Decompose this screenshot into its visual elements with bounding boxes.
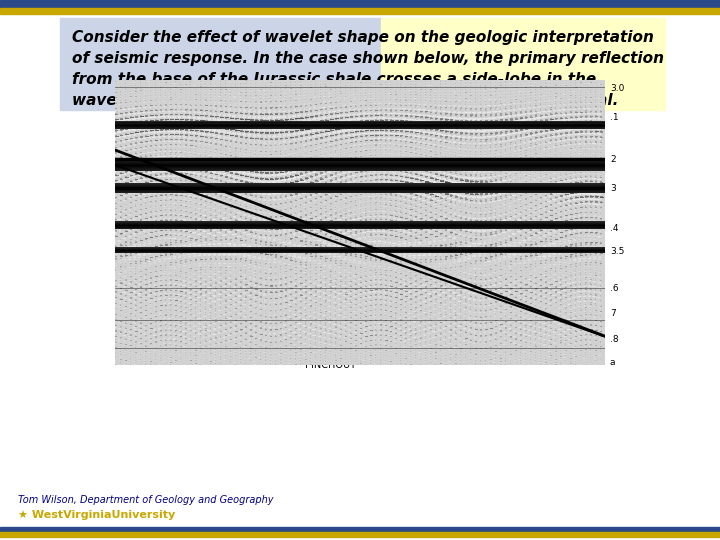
Bar [0,0,720,8]
Bar [381,18,665,110]
Bar [252,183,448,291]
Text: .6: .6 [610,284,618,293]
Text: of seismic response. In the case shown below, the primary reflection: of seismic response. In the case shown b… [72,51,664,66]
Text: Tom Wilson, Department of Geology and Geography: Tom Wilson, Department of Geology and Ge… [18,495,274,505]
Bar [0,532,720,537]
Text: 3.0: 3.0 [610,84,624,93]
Text: a: a [610,357,616,367]
Text: PINCHOUT: PINCHOUT [305,360,356,370]
Bar [0,527,720,532]
Bar [60,18,381,110]
Text: .4: .4 [610,224,618,233]
Bar [0,8,720,14]
Text: 3.5: 3.5 [610,246,624,255]
Text: BASIC  WAVELET: BASIC WAVELET [315,274,385,283]
Text: .1: .1 [610,112,618,122]
Text: 2: 2 [610,156,616,164]
Text: from the base of the Jurassic shale crosses a side-lobe in the: from the base of the Jurassic shale cros… [72,72,596,87]
Text: Consider the effect of wavelet shape on the geologic interpretation: Consider the effect of wavelet shape on … [72,30,654,45]
Text: ★ WestVirginiaUniversity: ★ WestVirginiaUniversity [18,510,175,520]
Text: wavelet reflected from the overlying basal Cretaceous interval.: wavelet reflected from the overlying bas… [72,93,618,108]
Text: 7: 7 [610,309,616,318]
Text: .8: .8 [610,335,618,344]
Text: 3: 3 [610,184,616,193]
Text: 50 ms: 50 ms [260,194,286,204]
